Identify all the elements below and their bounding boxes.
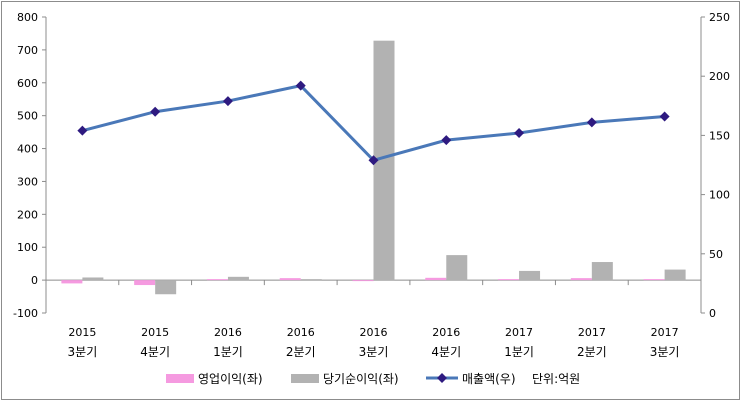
y-right-tick-label: 250 bbox=[709, 11, 730, 24]
y-left-tick-label: 600 bbox=[17, 77, 38, 90]
x-tick-label-year: 2016 bbox=[214, 326, 242, 339]
legend-marker-revenue bbox=[437, 373, 447, 383]
bar-operating-profit bbox=[498, 279, 520, 281]
legend-label-revenue: 매출액(우) bbox=[462, 372, 516, 386]
x-tick-label-quarter: 3분기 bbox=[359, 345, 389, 359]
x-tick-label-year: 2015 bbox=[141, 326, 169, 339]
x-tick-label-quarter: 3분기 bbox=[650, 345, 680, 359]
bar-net-income bbox=[227, 276, 249, 281]
bar-operating-profit bbox=[352, 280, 374, 282]
revenue-point bbox=[222, 96, 233, 107]
revenue-line bbox=[82, 84, 665, 162]
legend: 영업이익(좌) 당기순이익(좌) 매출액(우) 단위:억원 bbox=[166, 372, 580, 386]
y-left-tick-label: 500 bbox=[17, 110, 38, 123]
bar-net-income bbox=[300, 279, 322, 281]
legend-swatch-net-income bbox=[291, 374, 319, 383]
x-tick-label-quarter: 4분기 bbox=[140, 345, 170, 359]
x-tick-label-year: 2017 bbox=[505, 326, 533, 339]
y-right-tick-label: 200 bbox=[709, 70, 730, 83]
bar-net-income bbox=[82, 277, 104, 281]
bar-operating-profit bbox=[279, 278, 301, 281]
x-tick-label-year: 2017 bbox=[651, 326, 679, 339]
bar-operating-profit bbox=[61, 280, 83, 284]
x-tick-label-quarter: 4분기 bbox=[431, 345, 461, 359]
x-tick-label-quarter: 1분기 bbox=[213, 345, 243, 359]
x-tick-label-year: 2017 bbox=[578, 326, 606, 339]
x-tick-label-year: 2016 bbox=[432, 326, 460, 339]
y-left-tick-label: 300 bbox=[17, 175, 38, 188]
revenue-point bbox=[659, 111, 670, 122]
bar-net-income bbox=[591, 262, 613, 281]
bar-net-income bbox=[519, 270, 541, 281]
bars bbox=[61, 40, 686, 295]
legend-label-operating-profit: 영업이익(좌) bbox=[198, 372, 263, 386]
revenue-point bbox=[368, 155, 379, 166]
legend-label-net-income: 당기순이익(좌) bbox=[323, 372, 399, 386]
x-tick-label-quarter: 1분기 bbox=[504, 345, 534, 359]
revenue-point bbox=[514, 128, 525, 139]
y-left-tick-label: 400 bbox=[17, 143, 38, 156]
x-tick-label-year: 2016 bbox=[360, 326, 388, 339]
chart-canvas: -100 0 100 200 300 400 500 600 700 800 0 50 100 150 20… bbox=[13, 11, 730, 386]
y-right-tick-label: 0 bbox=[709, 307, 716, 320]
y-left-tick-label: 700 bbox=[17, 44, 38, 57]
unit-note: 단위:억원 bbox=[532, 372, 580, 386]
x-tick-label-quarter: 3분기 bbox=[68, 345, 98, 359]
bar-operating-profit bbox=[134, 280, 156, 286]
bar-operating-profit bbox=[643, 279, 665, 281]
legend-swatch-operating-profit bbox=[166, 374, 194, 383]
y-left-tick-label: -100 bbox=[13, 307, 38, 320]
x-tick-label-year: 2016 bbox=[287, 326, 315, 339]
bar-net-income bbox=[446, 255, 468, 281]
y-left-tick-label: 100 bbox=[17, 241, 38, 254]
x-tick-label-quarter: 2분기 bbox=[286, 345, 316, 359]
y-right-tick-label: 100 bbox=[709, 189, 730, 202]
bar-operating-profit bbox=[206, 279, 228, 281]
line-series bbox=[77, 80, 670, 166]
revenue-point bbox=[295, 80, 306, 91]
bar-operating-profit bbox=[570, 278, 592, 281]
y-left-tick-label: 200 bbox=[17, 208, 38, 221]
revenue-point bbox=[586, 117, 597, 128]
revenue-point bbox=[77, 125, 88, 136]
y-left-tick-label: 0 bbox=[31, 274, 38, 287]
x-tick-label-year: 2015 bbox=[68, 326, 96, 339]
revenue-point bbox=[150, 106, 161, 117]
bar-net-income bbox=[155, 280, 177, 295]
y-right-tick-label: 150 bbox=[709, 129, 730, 142]
bar-operating-profit bbox=[425, 277, 447, 281]
revenue-point bbox=[441, 135, 452, 146]
bar-net-income bbox=[664, 269, 686, 281]
y-left-tick-label: 800 bbox=[17, 11, 38, 24]
bar-net-income bbox=[373, 40, 395, 281]
axes: -100 0 100 200 300 400 500 600 700 800 0 50 100 150 20… bbox=[13, 11, 730, 359]
y-right-tick-label: 50 bbox=[709, 248, 723, 261]
x-tick-label-quarter: 2분기 bbox=[577, 345, 607, 359]
